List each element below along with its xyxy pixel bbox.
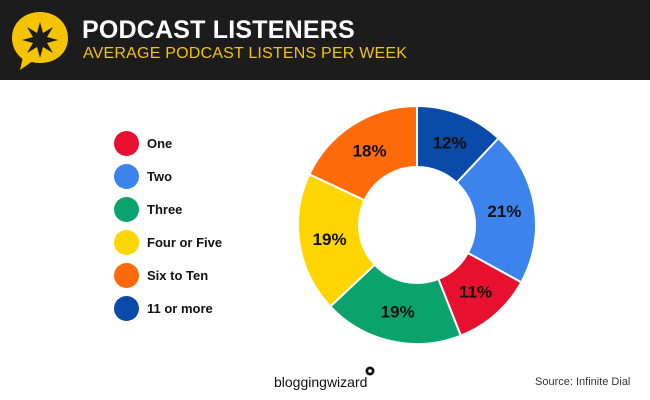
page-subtitle: AVERAGE PODCAST LISTENS PER WEEK: [83, 45, 408, 62]
slice-three: [328, 263, 463, 345]
brand-logo-icon: [365, 366, 375, 376]
legend-label-four-or-five: Four or Five: [147, 235, 223, 250]
legend-swatch-two: [114, 164, 139, 189]
legend: One Two Three Four or Five Six to Ten 11…: [114, 127, 222, 325]
page-title: PODCAST LISTENERS: [82, 16, 355, 44]
slice-label-11-or-more: 12%: [433, 134, 467, 153]
legend-label-one: One: [147, 136, 173, 151]
slice-two: [455, 136, 537, 284]
legend-label-three: Three: [147, 202, 183, 217]
legend-label-six-to-ten: Six to Ten: [147, 268, 209, 283]
legend-label-11-or-more: 11 or more: [147, 301, 213, 316]
source-note: Source: Infinite Dial: [535, 376, 631, 388]
slice-label-three: 19%: [381, 302, 415, 321]
slice-six-to-ten: [307, 104, 418, 202]
legend-item-six-to-ten: Six to Ten: [114, 259, 222, 292]
slice-label-one: 11%: [459, 282, 492, 301]
slice-four-or-five: [297, 173, 377, 308]
legend-label-two: Two: [147, 169, 173, 184]
legend-item-four-or-five: Four or Five: [114, 226, 222, 259]
legend-swatch-one: [114, 131, 139, 156]
legend-swatch-three: [114, 197, 139, 222]
star-speech-bubble-icon: [12, 12, 68, 70]
legend-item-11-or-more: 11 or more: [114, 292, 222, 325]
brand-logo-text: bloggingwizard: [274, 374, 368, 390]
legend-item-one: One: [114, 127, 222, 160]
legend-item-three: Three: [114, 193, 222, 226]
legend-swatch-six-to-ten: [114, 263, 139, 288]
legend-swatch-four-or-five: [114, 230, 139, 255]
legend-swatch-11-or-more: [114, 296, 139, 321]
slice-label-two: 21%: [487, 202, 521, 221]
slice-label-six-to-ten: 18%: [353, 141, 387, 160]
legend-item-two: Two: [114, 160, 222, 193]
slice-label-four-or-five: 19%: [313, 230, 347, 249]
header-bar: PODCAST LISTENERS AVERAGE PODCAST LISTEN…: [0, 0, 650, 80]
